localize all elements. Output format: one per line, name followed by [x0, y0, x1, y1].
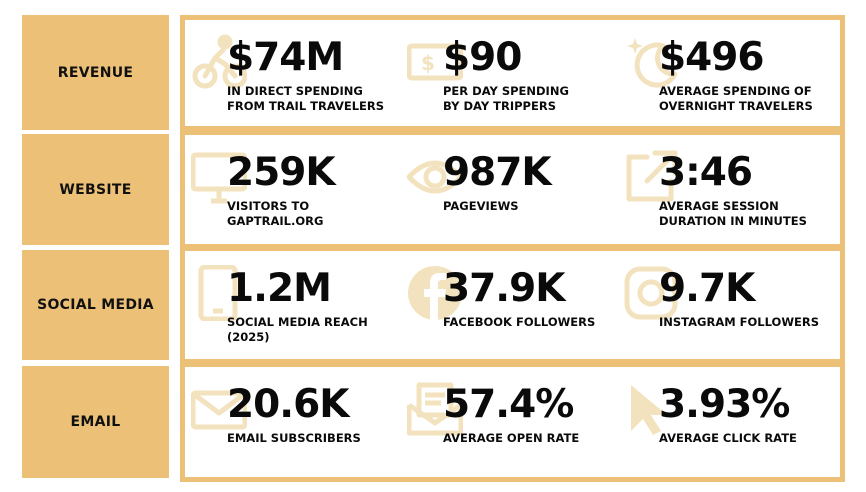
row-label-box: SOCIAL MEDIA	[22, 250, 169, 360]
stat-value: 37.9K	[443, 266, 565, 311]
eye-icon	[407, 160, 463, 194]
stat-value: 1.2M	[227, 266, 332, 311]
stat-description: FACEBOOK FOLLOWERS	[443, 315, 596, 329]
stat-description: PER DAY SPENDING BY DAY TRIPPERS	[443, 84, 569, 113]
stat-cell: 3.93% AVERAGE CLICK RATE	[617, 367, 832, 477]
cyclist-icon	[192, 34, 247, 89]
stat-cell: 1.2M SOCIAL MEDIA REACH (2025)	[185, 251, 400, 359]
stat-value: 3.93%	[659, 382, 790, 427]
stat-cell: 3:46 AVERAGE SESSION DURATION IN MINUTES	[617, 135, 832, 244]
stat-description: AVERAGE CLICK RATE	[659, 431, 797, 445]
stat-cell: 259K VISITORS TO GAPTRAIL.ORG	[185, 135, 400, 244]
stat-row-revenue: REVENUE $74M IN DIRECT SPENDING FROM TRAI…	[0, 15, 866, 131]
stat-value: $74M	[227, 35, 344, 80]
stat-panel: 20.6K EMAIL SUBSCRIBERS 57.4% AVERAGE OP…	[180, 362, 845, 482]
instagram-icon	[624, 266, 678, 320]
row-label-box: REVENUE	[22, 15, 169, 130]
row-label: WEBSITE	[59, 181, 132, 198]
row-label-box: WEBSITE	[22, 134, 169, 245]
stat-cell: $ $90 PER DAY SPENDING BY DAY TRIPPERS	[401, 20, 616, 126]
stat-value: $496	[659, 35, 765, 80]
stat-description: AVERAGE OPEN RATE	[443, 431, 580, 445]
stat-description: PAGEVIEWS	[443, 199, 519, 213]
open-letter-icon	[407, 382, 463, 436]
phone-icon	[198, 265, 238, 321]
stat-description: EMAIL SUBSCRIBERS	[227, 431, 361, 445]
moon-stars-icon	[627, 38, 678, 88]
stat-description: AVERAGE SESSION DURATION IN MINUTES	[659, 199, 807, 228]
stat-row-website: WEBSITE 259K VISITORS TO GAPTRAIL.ORG 987…	[0, 130, 866, 249]
stat-value: $90	[443, 35, 522, 80]
stat-description: VISITORS TO GAPTRAIL.ORG	[227, 199, 324, 228]
stat-description: SOCIAL MEDIA REACH (2025)	[227, 315, 368, 344]
stat-cell: 987K PAGEVIEWS	[401, 135, 616, 244]
cursor-icon	[631, 385, 667, 435]
row-label: EMAIL	[70, 414, 121, 430]
stat-panel: $74M IN DIRECT SPENDING FROM TRAIL TRAVEL…	[180, 15, 845, 131]
stat-value: 259K	[227, 150, 336, 195]
row-label: REVENUE	[57, 64, 134, 81]
facebook-icon	[408, 266, 462, 321]
stat-row-email: EMAIL 20.6K EMAIL SUBSCRIBERS 57.4% AVER…	[0, 362, 866, 482]
stat-cell: 9.7K INSTAGRAM FOLLOWERS	[617, 251, 832, 359]
stat-value: 987K	[443, 150, 552, 195]
stat-panel: 1.2M SOCIAL MEDIA REACH (2025) 37.9K FACE…	[180, 246, 845, 364]
row-label-box: EMAIL	[22, 366, 169, 478]
stat-cell: 20.6K EMAIL SUBSCRIBERS	[185, 367, 400, 477]
envelope-icon	[191, 390, 247, 430]
svg-text:$: $	[421, 51, 435, 75]
stat-value: 20.6K	[227, 382, 349, 427]
monitor-icon	[191, 152, 247, 204]
stat-description: IN DIRECT SPENDING FROM TRAIL TRAVELERS	[227, 84, 385, 113]
cash-icon: $	[407, 43, 463, 81]
stat-cell: $74M IN DIRECT SPENDING FROM TRAIL TRAVEL…	[185, 20, 400, 126]
stat-description: AVERAGE SPENDING OF OVERNIGHT TRAVELERS	[659, 84, 813, 113]
stat-cell: 57.4% AVERAGE OPEN RATE	[401, 367, 616, 477]
external-link-icon	[626, 150, 678, 202]
stat-cell: $496 AVERAGE SPENDING OF OVERNIGHT TRAVEL…	[617, 20, 832, 126]
stat-value: 3:46	[659, 150, 753, 195]
stat-cell: 37.9K FACEBOOK FOLLOWERS	[401, 251, 616, 359]
stat-panel: 259K VISITORS TO GAPTRAIL.ORG 987K PAGEVI…	[180, 130, 845, 249]
stat-value: 57.4%	[443, 382, 574, 427]
stat-description: INSTAGRAM FOLLOWERS	[659, 315, 820, 329]
stat-row-social-media: SOCIAL MEDIA 1.2M SOCIAL MEDIA REACH (202…	[0, 246, 866, 364]
row-label: SOCIAL MEDIA	[37, 297, 154, 313]
stat-value: 9.7K	[659, 266, 755, 311]
